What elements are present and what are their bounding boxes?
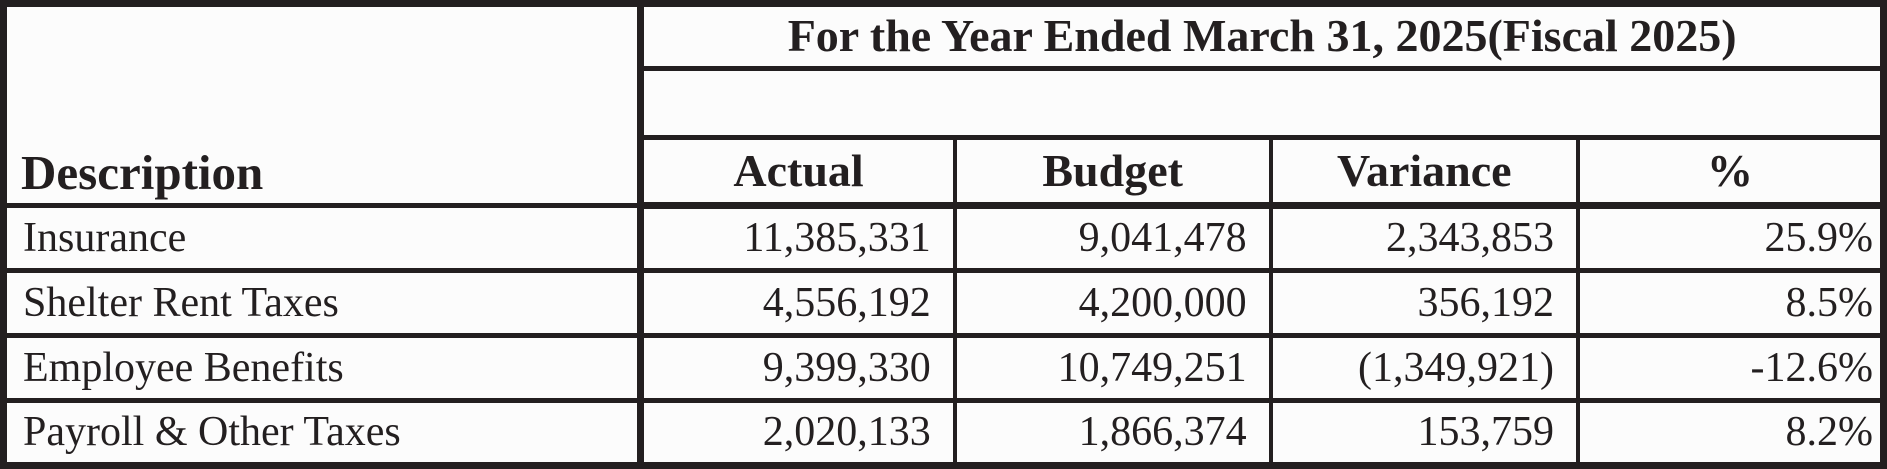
row-budget: 9,041,478 [952,202,1271,271]
table-row: Payroll & Other Taxes 2,020,133 1,866,37… [3,397,1884,466]
column-header-row: Actual Budget Variance % [4,137,1884,209]
row-budget: 1,866,374 [952,397,1271,466]
row-variance: 2,343,853 [1268,202,1578,271]
row-actual: 9,399,330 [638,332,955,401]
row-percent: 8.2% [1575,397,1884,466]
column-header-actual: Actual [638,137,955,209]
title-row: Description For the Year Ended March 31,… [3,3,1884,206]
column-header-budget: Budget [952,137,1271,209]
table-row: Employee Benefits 9,399,330 10,749,251 (… [3,332,1884,401]
row-percent: -12.6% [1575,332,1884,401]
report-period-title: For the Year Ended March 31, 2025(Fiscal… [640,3,1884,72]
row-actual: 11,385,331 [638,202,955,271]
row-description: Shelter Rent Taxes [3,267,645,336]
description-column-header: Description [3,3,645,206]
row-variance: 356,192 [1268,267,1578,336]
row-description: Payroll & Other Taxes [3,397,645,466]
column-header-variance: Variance [1268,137,1578,209]
row-variance: 153,759 [1268,397,1578,466]
row-actual: 4,556,192 [638,267,955,336]
row-description: Employee Benefits [3,332,645,401]
row-budget: 4,200,000 [952,267,1271,336]
spacer-row [4,68,1884,141]
row-description: Insurance [3,202,645,271]
column-header-percent: % [1575,137,1884,209]
row-percent: 8.5% [1575,267,1884,336]
spacer-cell [640,68,1884,141]
table-row: Shelter Rent Taxes 4,556,192 4,200,000 3… [3,267,1884,336]
row-variance: (1,349,921) [1268,332,1578,401]
table-row: Insurance 11,385,331 9,041,478 2,343,853… [3,202,1884,271]
row-budget: 10,749,251 [952,332,1271,401]
row-percent: 25.9% [1575,202,1884,271]
row-actual: 2,020,133 [638,397,955,466]
